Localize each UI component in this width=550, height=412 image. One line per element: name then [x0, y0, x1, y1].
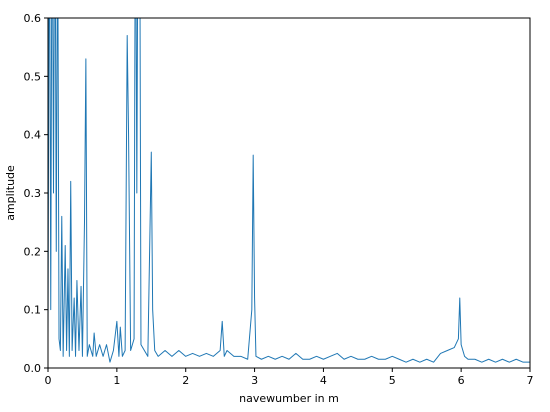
x-axis-label: navewumber in m — [239, 392, 339, 405]
y-tick-label: 0.1 — [24, 304, 42, 317]
x-tick-label: 7 — [527, 374, 534, 387]
y-axis-label: amplitude — [4, 165, 17, 221]
y-tick-label: 0.5 — [24, 70, 42, 83]
spectrum-line — [48, 18, 530, 363]
y-tick-label: 0.3 — [24, 187, 42, 200]
x-tick-label: 3 — [251, 374, 258, 387]
x-tick-label: 2 — [182, 374, 189, 387]
x-tick-label: 0 — [45, 374, 52, 387]
y-tick-label: 0.0 — [24, 362, 42, 375]
x-tick-label: 6 — [458, 374, 465, 387]
y-tick-label: 0.4 — [24, 129, 42, 142]
y-tick-label: 0.6 — [24, 12, 42, 25]
y-tick-label: 0.2 — [24, 245, 42, 258]
x-tick-label: 4 — [320, 374, 327, 387]
axes-frame — [47, 17, 531, 369]
plot-area — [48, 18, 530, 363]
x-tick-label: 5 — [389, 374, 396, 387]
x-tick-label: 1 — [113, 374, 120, 387]
